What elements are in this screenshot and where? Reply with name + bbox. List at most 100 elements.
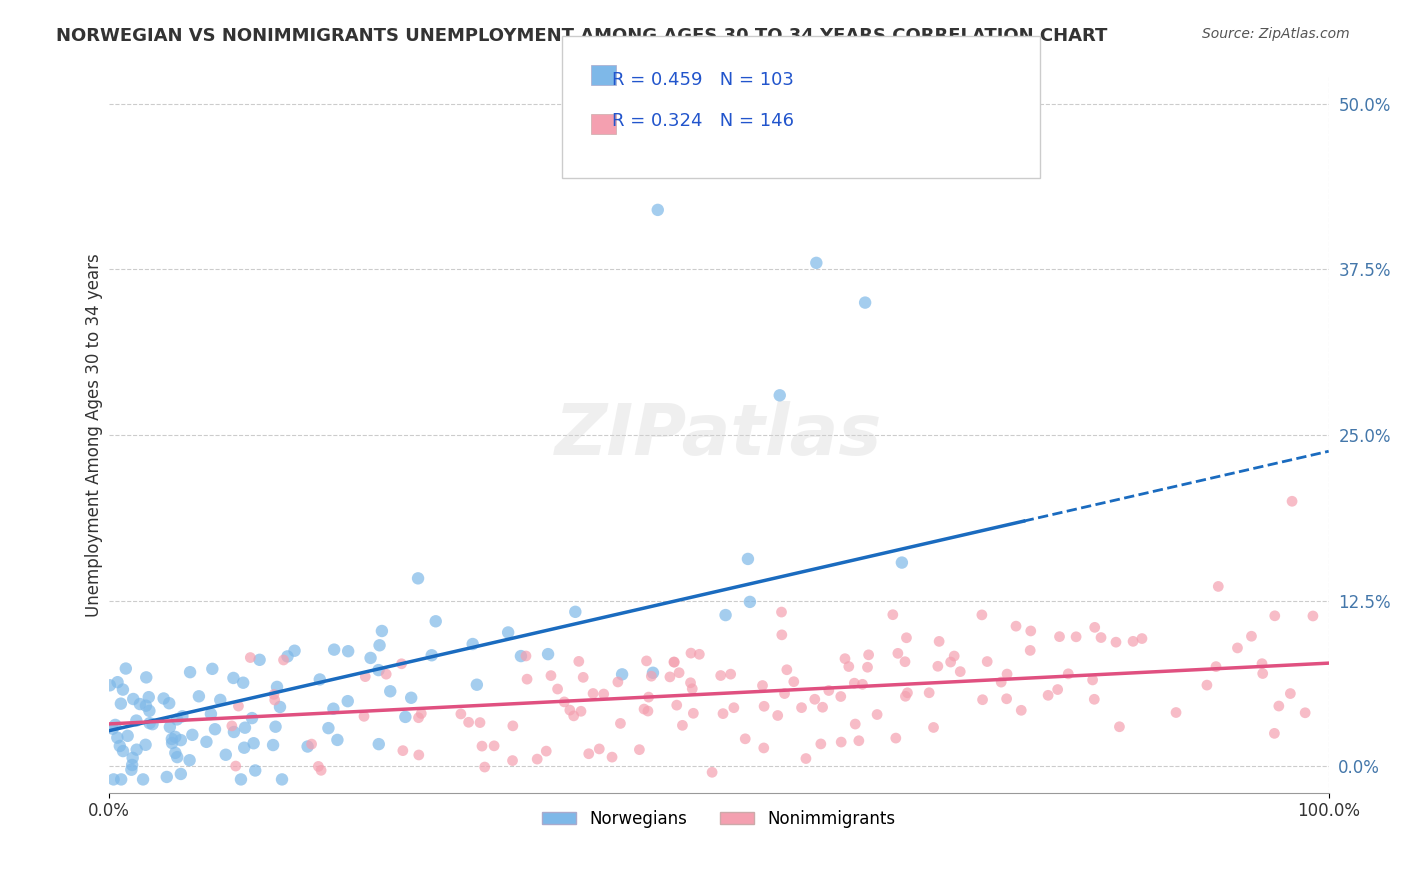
Point — [751, 679, 773, 693]
Point — [152, 691, 174, 706]
Point — [572, 670, 595, 684]
Point — [121, 751, 143, 765]
Point — [810, 737, 832, 751]
Point — [318, 721, 340, 735]
Point — [838, 659, 860, 673]
Point — [215, 747, 238, 762]
Point — [858, 648, 880, 662]
Point — [159, 720, 181, 734]
Point — [308, 673, 330, 687]
Point — [337, 644, 360, 658]
Point — [564, 605, 586, 619]
Point — [700, 765, 723, 780]
Point — [1279, 687, 1302, 701]
Point — [242, 736, 264, 750]
Point — [1019, 643, 1042, 657]
Point — [600, 750, 623, 764]
Point — [266, 680, 288, 694]
Point — [112, 744, 135, 758]
Point — [1105, 635, 1128, 649]
Point — [368, 638, 391, 652]
Point — [360, 651, 382, 665]
Point — [844, 717, 866, 731]
Point — [558, 703, 581, 717]
Point — [160, 736, 183, 750]
Point — [187, 690, 209, 704]
Point — [752, 741, 775, 756]
Point — [120, 763, 142, 777]
Point — [970, 607, 993, 622]
Point — [848, 733, 870, 747]
Point — [1036, 689, 1059, 703]
Point — [890, 556, 912, 570]
Point — [222, 725, 245, 739]
Point — [156, 770, 179, 784]
Point — [922, 721, 945, 735]
Text: NORWEGIAN VS NONIMMIGRANTS UNEMPLOYMENT AMONG AGES 30 TO 34 YEARS CORRELATION CH: NORWEGIAN VS NONIMMIGRANTS UNEMPLOYMENT … — [56, 27, 1108, 45]
Point — [229, 772, 252, 787]
Point — [720, 667, 742, 681]
Point — [195, 735, 218, 749]
Point — [354, 670, 377, 684]
Point — [301, 737, 323, 751]
Point — [606, 675, 628, 690]
Point — [794, 751, 817, 765]
Point — [569, 704, 592, 718]
Point — [114, 661, 136, 675]
Point — [592, 687, 614, 701]
Point — [671, 718, 693, 732]
Point — [540, 668, 562, 682]
Point — [1264, 608, 1286, 623]
Text: Source: ZipAtlas.com: Source: ZipAtlas.com — [1202, 27, 1350, 41]
Point — [425, 615, 447, 629]
Text: R = 0.459   N = 103: R = 0.459 N = 103 — [612, 71, 793, 89]
Point — [394, 710, 416, 724]
Point — [679, 675, 702, 690]
Point — [1090, 631, 1112, 645]
Point — [734, 731, 756, 746]
Point — [233, 721, 256, 735]
Point — [322, 701, 344, 715]
Point — [783, 674, 806, 689]
Point — [110, 697, 132, 711]
Point — [662, 655, 685, 669]
Point — [135, 698, 157, 713]
Point — [138, 716, 160, 731]
Point — [408, 747, 430, 762]
Point — [853, 295, 876, 310]
Point — [995, 667, 1018, 681]
Point — [263, 693, 285, 707]
Point — [166, 713, 188, 727]
Point — [817, 683, 839, 698]
Point — [918, 686, 941, 700]
Point — [943, 648, 966, 663]
Point — [770, 605, 793, 619]
Point — [766, 708, 789, 723]
Point — [135, 670, 157, 684]
Point — [138, 690, 160, 705]
Point — [856, 660, 879, 674]
Point — [128, 697, 150, 711]
Point — [949, 665, 972, 679]
Point — [1046, 682, 1069, 697]
Point — [204, 723, 226, 737]
Point — [502, 754, 524, 768]
Point — [1122, 634, 1144, 648]
Point — [221, 719, 243, 733]
Point — [1206, 579, 1229, 593]
Point — [610, 667, 633, 681]
Point — [588, 742, 610, 756]
Point — [806, 256, 828, 270]
Point — [641, 665, 664, 680]
Point — [887, 646, 910, 660]
Point — [245, 764, 267, 778]
Point — [562, 709, 585, 723]
Point — [309, 764, 332, 778]
Point — [166, 750, 188, 764]
Point — [170, 733, 193, 747]
Point — [108, 739, 131, 753]
Point — [547, 681, 569, 696]
Point — [510, 649, 533, 664]
Point — [769, 388, 792, 402]
Point — [737, 552, 759, 566]
